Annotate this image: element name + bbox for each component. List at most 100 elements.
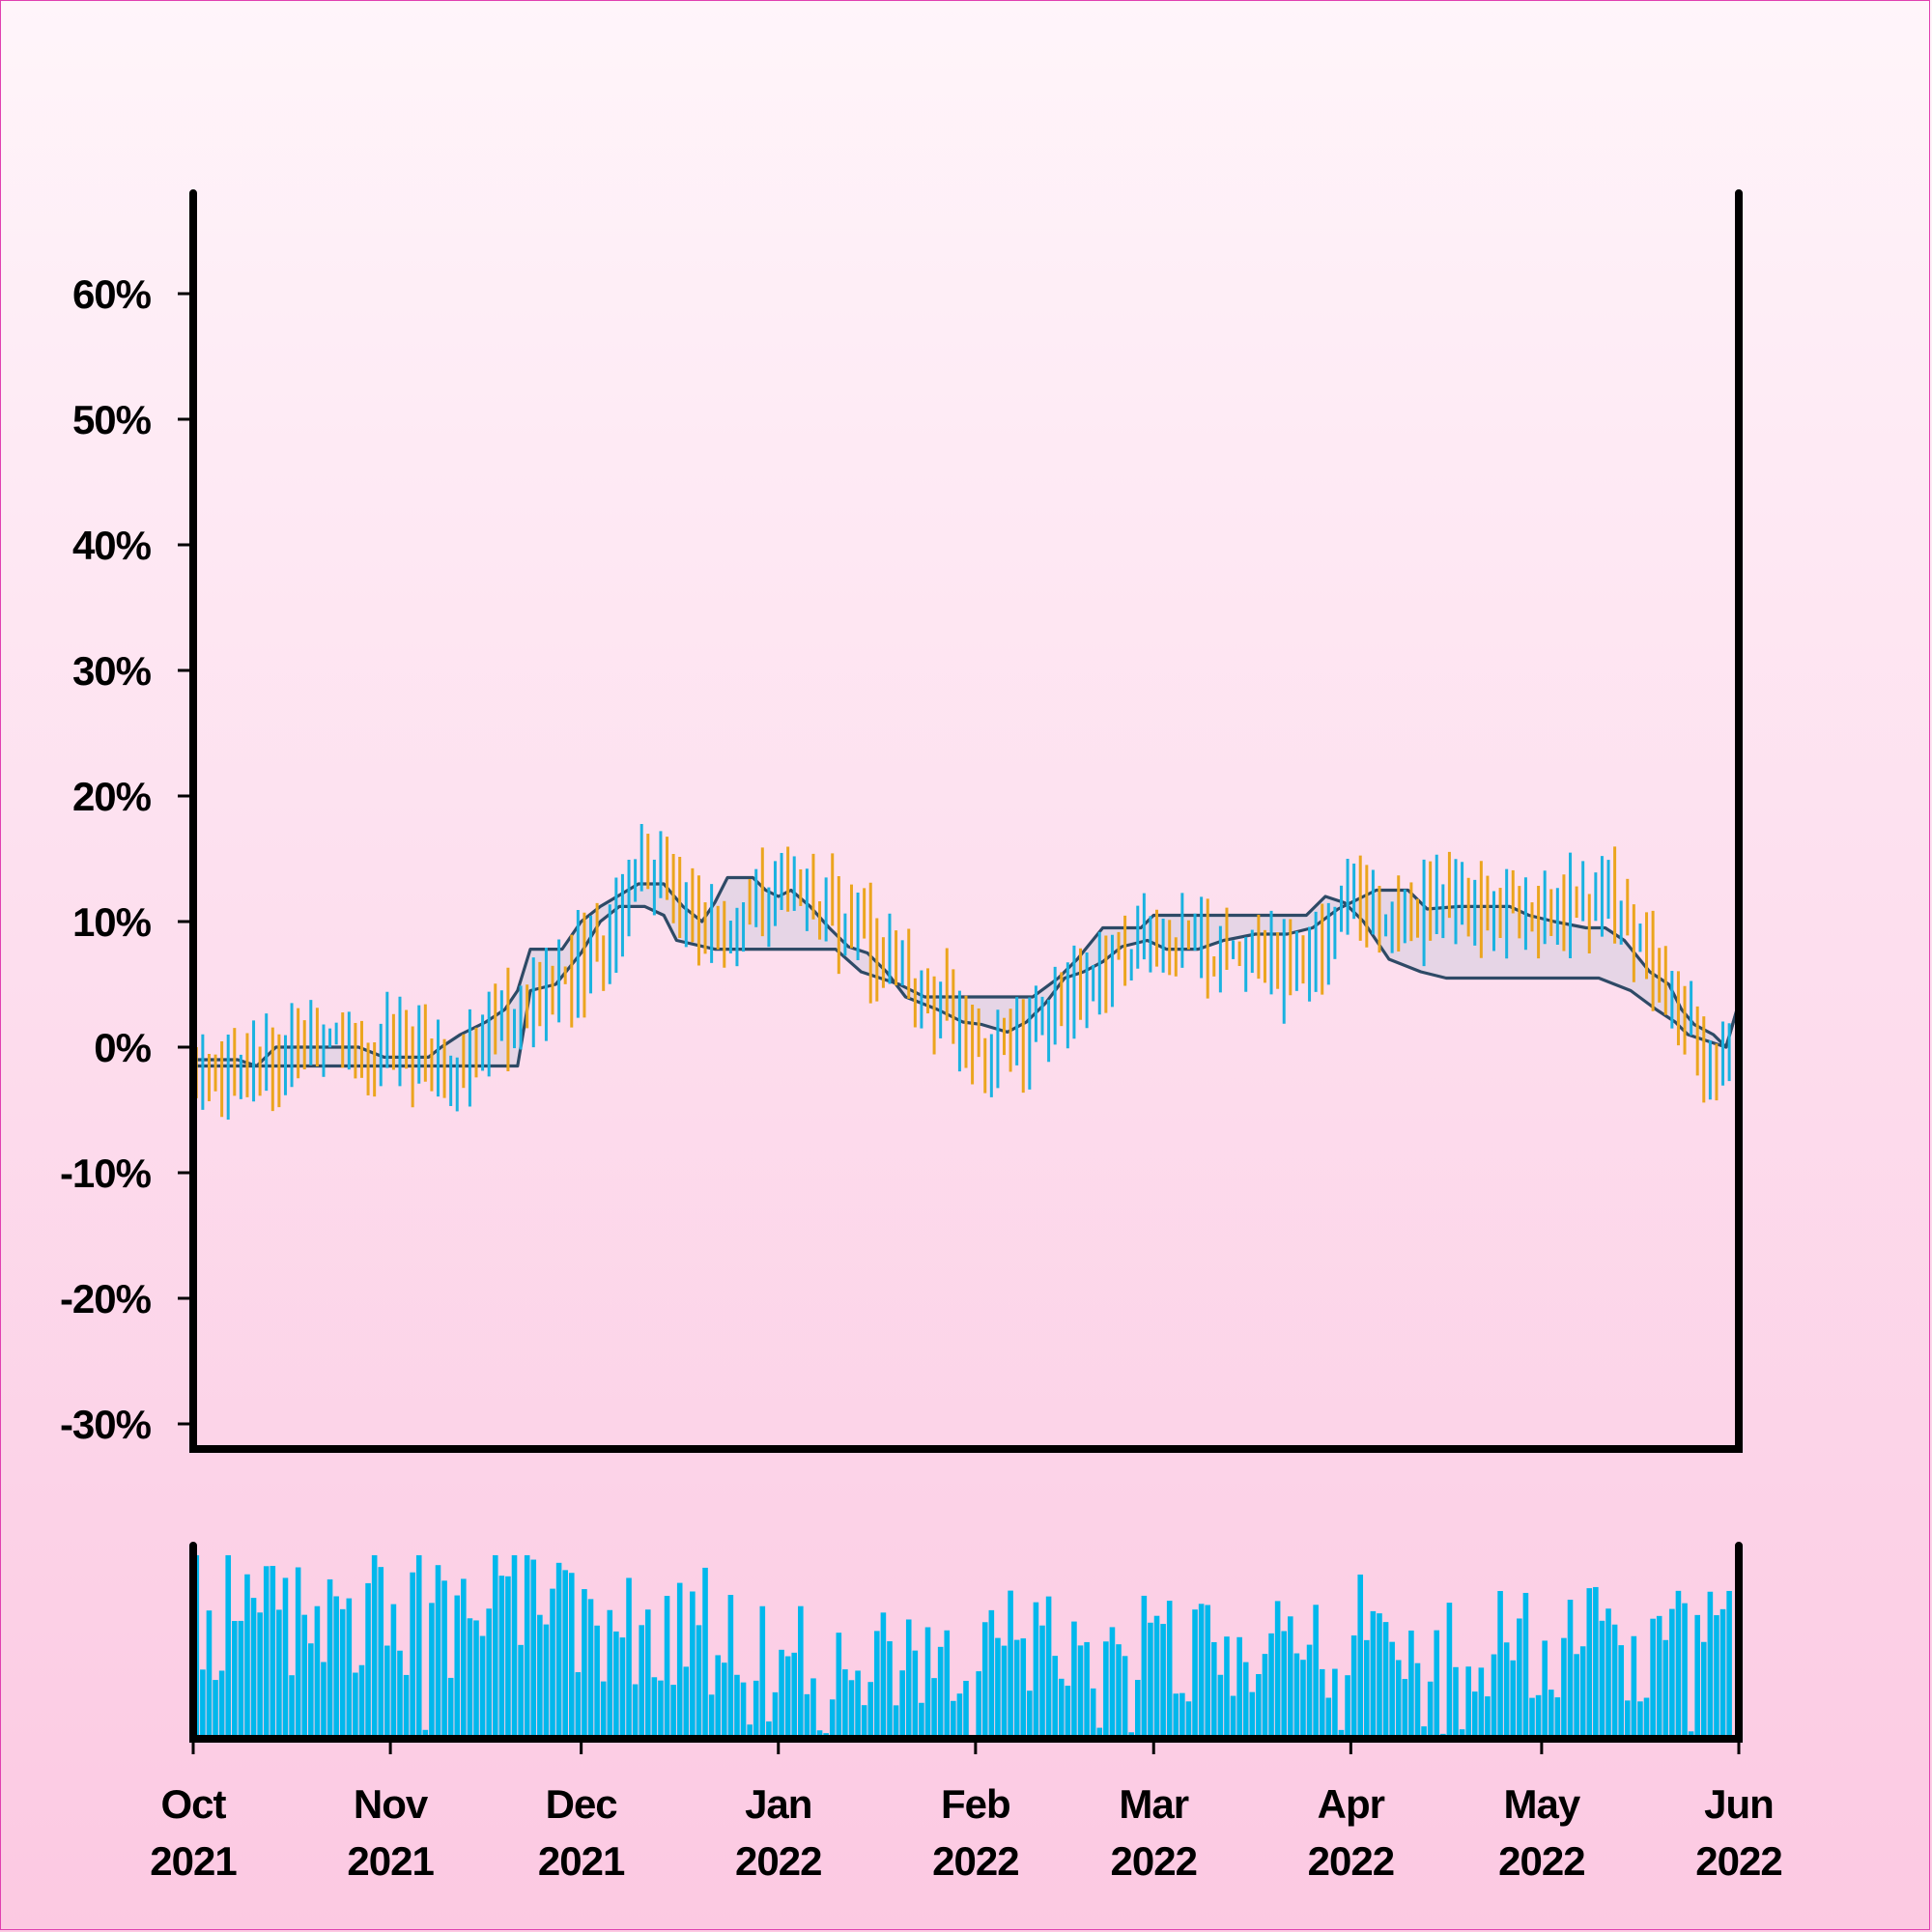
volume-bar xyxy=(397,1650,403,1739)
y-tick-label: -20% xyxy=(60,1276,152,1321)
x-tick-label-month: May xyxy=(1504,1781,1581,1827)
volume-bar xyxy=(791,1652,798,1739)
ohlc-bars xyxy=(194,824,1731,1120)
volume-bar xyxy=(1306,1644,1313,1739)
volume-bar xyxy=(1395,1660,1402,1739)
volume-bar xyxy=(1714,1615,1719,1739)
volume-bar xyxy=(1319,1668,1325,1739)
y-tick-label: 40% xyxy=(72,523,152,568)
volume-bar xyxy=(1542,1640,1548,1739)
volume-bar xyxy=(518,1644,524,1739)
volume-bar xyxy=(919,1702,924,1739)
volume-bar xyxy=(1332,1668,1338,1739)
volume-bar xyxy=(250,1598,257,1739)
volume-bar xyxy=(524,1555,530,1739)
volume-bar xyxy=(1453,1666,1459,1739)
x-tick-label-month: Jan xyxy=(745,1781,811,1827)
volume-bar xyxy=(1485,1696,1491,1739)
volume-bar xyxy=(1517,1618,1522,1739)
x-tick-label-month: Nov xyxy=(354,1781,429,1827)
volume-bar xyxy=(1325,1697,1332,1739)
volume-bar xyxy=(1434,1630,1440,1739)
volume-bar xyxy=(702,1567,708,1739)
volume-bar xyxy=(378,1567,384,1739)
volume-bar xyxy=(619,1637,626,1739)
volume-bar xyxy=(1529,1697,1535,1739)
volume-bar xyxy=(232,1621,238,1739)
volume-bar xyxy=(543,1624,550,1739)
volume-bar xyxy=(467,1618,473,1739)
volume-bar xyxy=(1141,1595,1148,1739)
volume-bar xyxy=(555,1562,562,1739)
volume-bar xyxy=(505,1576,511,1739)
volume-bar xyxy=(1503,1642,1510,1739)
volume-bar xyxy=(1694,1614,1700,1739)
volume-bar xyxy=(1205,1605,1210,1739)
x-tick-label-month: Jun xyxy=(1704,1781,1774,1827)
volume-bar xyxy=(353,1672,358,1739)
volume-bar xyxy=(358,1664,365,1739)
volume-bar xyxy=(1192,1609,1198,1739)
volume-bar xyxy=(1459,1729,1465,1739)
volume-bar xyxy=(759,1605,766,1739)
volume-bar xyxy=(1497,1591,1503,1739)
volume-bar xyxy=(626,1577,632,1739)
volume-bar xyxy=(1548,1690,1554,1739)
volume-bars xyxy=(193,1555,1732,1739)
volume-bar xyxy=(1013,1639,1020,1739)
y-tick-label: 20% xyxy=(72,774,152,819)
volume-bar xyxy=(690,1591,696,1739)
volume-bar xyxy=(1236,1636,1242,1739)
volume-bar xyxy=(1166,1601,1173,1739)
volume-bar xyxy=(314,1605,321,1739)
volume-bar xyxy=(1408,1630,1414,1739)
volume-bar xyxy=(829,1699,836,1739)
volume-bar xyxy=(1535,1694,1542,1739)
x-tick-label-year: 2021 xyxy=(347,1838,434,1884)
volume-bar xyxy=(537,1614,543,1739)
volume-bar xyxy=(1364,1639,1370,1739)
volume-bar xyxy=(1045,1596,1052,1739)
volume-bar xyxy=(1650,1618,1656,1739)
volume-bar xyxy=(779,1649,784,1739)
volume-bar xyxy=(816,1730,823,1739)
volume-bar xyxy=(766,1721,772,1739)
volume-bar xyxy=(1726,1590,1732,1739)
volume-bar xyxy=(1593,1586,1599,1739)
volume-bar xyxy=(371,1555,378,1739)
y-tick-label: -30% xyxy=(60,1402,152,1447)
volume-bar xyxy=(676,1582,683,1739)
volume-bar xyxy=(995,1637,1001,1739)
volume-bar xyxy=(1624,1700,1631,1739)
volume-bar xyxy=(1389,1641,1395,1739)
volume-bar xyxy=(568,1573,575,1739)
volume-bar xyxy=(1281,1631,1288,1739)
volume-bar xyxy=(1268,1633,1274,1739)
volume-bar xyxy=(1357,1574,1364,1739)
volume-bar xyxy=(981,1622,988,1739)
y-axis-ticks: -30% -20% -10% 0% 10% 20% 30% 40% 50% 60% xyxy=(60,271,193,1447)
volume-bar xyxy=(836,1633,842,1739)
volume-bar xyxy=(1230,1695,1236,1739)
x-tick-label-month: Apr xyxy=(1318,1781,1385,1827)
volume-bar xyxy=(1510,1660,1517,1739)
volume-bar xyxy=(447,1677,454,1739)
volume-bar xyxy=(1402,1679,1408,1739)
x-tick-label-year: 2022 xyxy=(1498,1838,1584,1884)
volume-bar xyxy=(740,1682,747,1739)
volume-bar xyxy=(1377,1613,1382,1739)
volume-bar xyxy=(1370,1610,1377,1739)
x-tick-label-month: Mar xyxy=(1119,1781,1188,1827)
volume-bar xyxy=(1675,1590,1682,1739)
volume-bar xyxy=(905,1619,912,1739)
y-tick-label: 50% xyxy=(72,397,152,442)
volume-bar xyxy=(1065,1686,1071,1739)
volume-bar xyxy=(951,1700,956,1739)
volume-bar xyxy=(848,1680,855,1739)
volume-bar xyxy=(1338,1729,1345,1739)
volume-bar xyxy=(582,1589,587,1739)
volume-bar xyxy=(479,1635,486,1739)
volume-bar xyxy=(321,1662,327,1739)
volume-bar xyxy=(976,1671,981,1739)
volume-bar xyxy=(225,1555,232,1739)
